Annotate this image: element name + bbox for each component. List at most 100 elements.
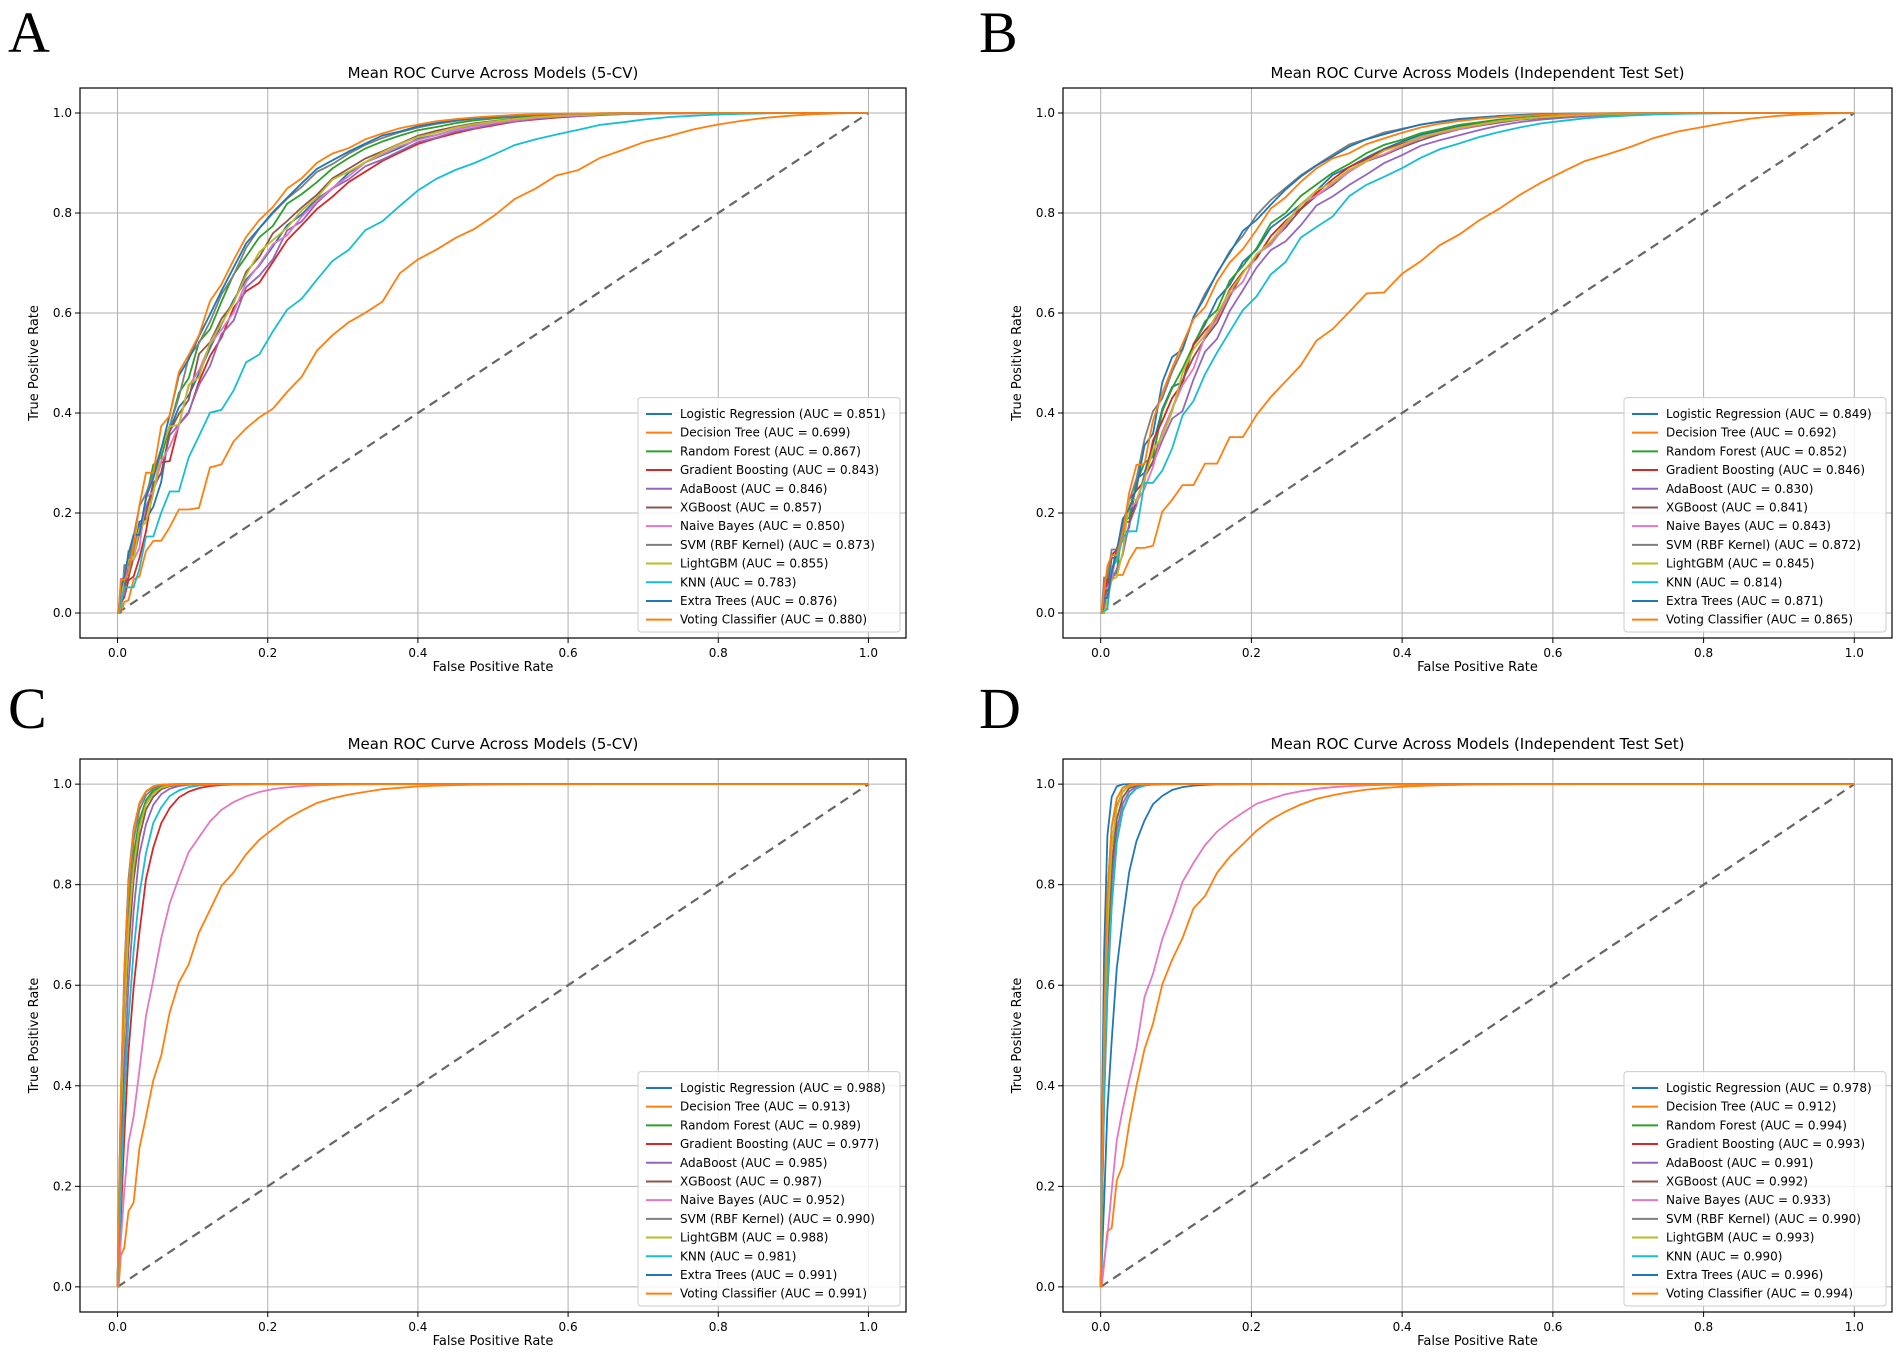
- x-tick-label: 0.4: [408, 1320, 427, 1334]
- x-tick-label: 0.0: [1091, 1320, 1110, 1334]
- y-tick-label: 1.0: [53, 777, 72, 791]
- chart-title-b: Mean ROC Curve Across Models (Independen…: [1271, 64, 1685, 82]
- legend-entry: Voting Classifier (AUC = 0.880): [680, 613, 867, 627]
- legend: Logistic Regression (AUC = 0.988) Decisio…: [637, 1071, 901, 1307]
- legend-entry: Logistic Regression (AUC = 0.978): [1666, 1081, 1872, 1095]
- x-tick-label: 0.6: [559, 646, 578, 660]
- legend-entry: Voting Classifier (AUC = 0.991): [680, 1287, 867, 1301]
- plot-frame: [79, 87, 907, 639]
- legend-entry: AdaBoost (AUC = 0.830): [1666, 482, 1813, 496]
- roc-chart-d: Mean ROC Curve Across Models (Independen…: [1010, 735, 1893, 1349]
- y-tick-label: 0.8: [53, 878, 72, 892]
- y-axis-label: True Positive Rate: [1010, 305, 1025, 422]
- roc-curve-knn: [117, 112, 869, 614]
- chart-title-c: Mean ROC Curve Across Models (5-CV): [348, 735, 639, 753]
- legend-entry: Naive Bayes (AUC = 0.952): [680, 1193, 845, 1207]
- legend-entry: SVM (RBF Kernel) (AUC = 0.873): [680, 538, 875, 552]
- x-tick-label: 0.2: [258, 1320, 277, 1334]
- x-tick-label: 0.6: [1543, 646, 1562, 660]
- legend-entry: Extra Trees (AUC = 0.871): [1666, 594, 1823, 608]
- y-tick-label: 0.2: [53, 506, 72, 520]
- legend-entry: LightGBM (AUC = 0.855): [680, 557, 828, 571]
- y-tick-label: 0.8: [1036, 878, 1055, 892]
- legend-box: [1623, 1071, 1887, 1307]
- legend-entry: Decision Tree (AUC = 0.699): [680, 426, 851, 440]
- y-tick-label: 0.0: [53, 606, 72, 620]
- x-tick-label: 0.8: [1694, 646, 1713, 660]
- x-tick-label: 0.4: [408, 646, 427, 660]
- legend: Logistic Regression (AUC = 0.849) Decisio…: [1623, 397, 1887, 633]
- legend-box: [637, 1071, 901, 1307]
- legend-entry: Extra Trees (AUC = 0.876): [680, 594, 837, 608]
- legend-entry: KNN (AUC = 0.814): [1666, 575, 1782, 589]
- x-tick-label: 0.0: [1091, 646, 1110, 660]
- legend: Logistic Regression (AUC = 0.851) Decisio…: [637, 397, 901, 633]
- x-axis-label: False Positive Rate: [433, 660, 554, 675]
- legend-entry: SVM (RBF Kernel) (AUC = 0.872): [1666, 538, 1861, 552]
- legend-entry: LightGBM (AUC = 0.993): [1666, 1231, 1814, 1245]
- legend-entry: Naive Bayes (AUC = 0.843): [1666, 519, 1831, 533]
- x-tick-label: 0.6: [559, 1320, 578, 1334]
- legend-entry: XGBoost (AUC = 0.992): [1666, 1174, 1808, 1188]
- y-tick-label: 0.0: [1036, 1280, 1055, 1294]
- legend-entry: Random Forest (AUC = 0.852): [1666, 444, 1847, 458]
- roc-curve-decision-tree: [1100, 112, 1855, 614]
- legend-entry: Gradient Boosting (AUC = 0.846): [1666, 463, 1865, 477]
- legend-entry: KNN (AUC = 0.783): [680, 575, 796, 589]
- roc-curve-voting-classifier: [117, 112, 869, 614]
- chance-diagonal-line: [116, 112, 870, 614]
- legend-entry: Extra Trees (AUC = 0.996): [1666, 1268, 1823, 1282]
- y-tick-label: 0.4: [1036, 406, 1055, 420]
- y-tick-label: 0.2: [1036, 506, 1055, 520]
- legend-entry: Extra Trees (AUC = 0.991): [680, 1268, 837, 1282]
- y-tick-label: 0.0: [53, 1280, 72, 1294]
- legend-entry: Voting Classifier (AUC = 0.994): [1666, 1287, 1853, 1301]
- x-tick-label: 1.0: [859, 646, 878, 660]
- plot-frame: [1062, 758, 1893, 1313]
- legend-entry: LightGBM (AUC = 0.988): [680, 1231, 828, 1245]
- legend-entry: XGBoost (AUC = 0.857): [680, 500, 822, 514]
- legend-entry: Logistic Regression (AUC = 0.988): [680, 1081, 886, 1095]
- panel-c: C Mean ROC Curve Across Models (5-CV) 0.0…: [0, 676, 951, 1352]
- legend-entry: Decision Tree (AUC = 0.692): [1666, 426, 1837, 440]
- legend-entry: Naive Bayes (AUC = 0.933): [1666, 1193, 1831, 1207]
- panel-letter-c: C: [8, 676, 47, 741]
- plot-frame: [1062, 87, 1893, 639]
- legend-entry: LightGBM (AUC = 0.845): [1666, 557, 1814, 571]
- roc-curve-voting-classifier: [116, 783, 869, 1287]
- x-tick-label: 0.2: [258, 646, 277, 660]
- y-tick-label: 0.2: [1036, 1179, 1055, 1193]
- y-tick-label: 0.4: [1036, 1079, 1055, 1093]
- panel-b: B Mean ROC Curve Across Models (Independ…: [951, 0, 1902, 676]
- legend-entry: KNN (AUC = 0.981): [680, 1249, 796, 1263]
- y-tick-label: 0.8: [1036, 206, 1055, 220]
- panel-d: D Mean ROC Curve Across Models (Independ…: [951, 676, 1902, 1352]
- legend-entry: Gradient Boosting (AUC = 0.843): [680, 463, 879, 477]
- legend-entry: AdaBoost (AUC = 0.991): [1666, 1156, 1813, 1170]
- x-tick-label: 0.0: [108, 646, 127, 660]
- legend-entry: Random Forest (AUC = 0.994): [1666, 1118, 1847, 1132]
- chart-title-a: Mean ROC Curve Across Models (5-CV): [348, 64, 639, 82]
- y-tick-label: 0.6: [53, 978, 72, 992]
- panel-letter-b: B: [979, 0, 1018, 65]
- y-tick-label: 1.0: [1036, 777, 1055, 791]
- y-tick-label: 0.2: [53, 1179, 72, 1193]
- legend-entry: Gradient Boosting (AUC = 0.993): [1666, 1137, 1865, 1151]
- legend-entry: AdaBoost (AUC = 0.985): [680, 1156, 827, 1170]
- y-tick-label: 0.6: [1036, 306, 1055, 320]
- x-axis-label: False Positive Rate: [1417, 660, 1538, 675]
- x-tick-label: 0.2: [1242, 646, 1261, 660]
- legend-entry: Decision Tree (AUC = 0.912): [1666, 1100, 1837, 1114]
- roc-chart-a: Mean ROC Curve Across Models (5-CV) 0.0 0.…: [27, 64, 907, 675]
- x-tick-label: 0.8: [709, 1320, 728, 1334]
- x-tick-label: 1.0: [1845, 646, 1864, 660]
- x-axis-label: False Positive Rate: [433, 1334, 554, 1349]
- legend-entry: XGBoost (AUC = 0.987): [680, 1174, 822, 1188]
- chance-diagonal-line: [1100, 112, 1855, 614]
- roc-chart-c: Mean ROC Curve Across Models (5-CV) 0.0 0.…: [27, 735, 907, 1349]
- legend-entry: Logistic Regression (AUC = 0.849): [1666, 407, 1872, 421]
- plot-frame: [79, 758, 907, 1313]
- panel-letter-d: D: [979, 676, 1021, 741]
- x-tick-label: 0.0: [108, 1320, 127, 1334]
- legend-box: [637, 397, 901, 633]
